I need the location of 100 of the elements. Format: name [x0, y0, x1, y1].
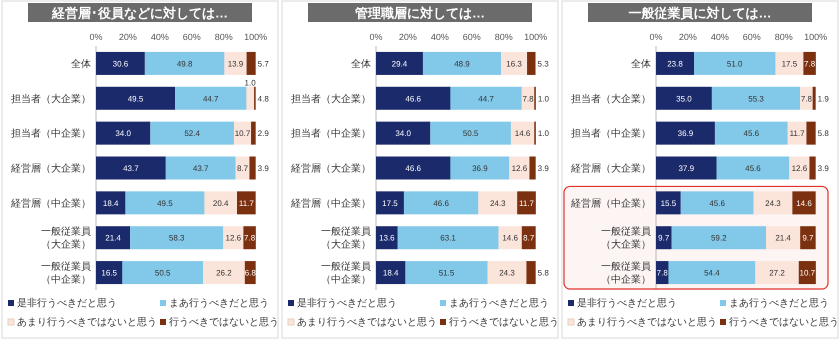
bar	[166, 156, 236, 180]
bar	[501, 52, 528, 75]
legend-label: 是非行うべきだと思う	[297, 297, 397, 309]
bar	[809, 156, 816, 180]
bar	[243, 226, 256, 250]
data-label: 18.4	[102, 198, 120, 208]
bar	[800, 226, 816, 250]
chart-title: 経営層･役員などに対しては…	[51, 6, 228, 20]
bar	[150, 122, 234, 145]
bar	[96, 191, 126, 214]
bar	[800, 86, 813, 110]
bar	[526, 261, 536, 284]
legend-label: 行うべきではないと思う	[449, 317, 559, 328]
data-label: 12.6	[792, 164, 808, 173]
bar	[509, 156, 530, 180]
data-label: 54.4	[704, 268, 720, 278]
data-label: 24.3	[499, 268, 516, 278]
bar	[671, 226, 766, 250]
bar	[376, 52, 423, 75]
data-label: 11.7	[790, 129, 806, 138]
legend-label: あまり行うべきではないと思う	[17, 317, 157, 328]
legend-label: あまり行うべきではないと思う	[577, 317, 717, 328]
bar	[430, 122, 511, 145]
bar	[754, 191, 792, 214]
data-label: 1.0	[538, 94, 550, 104]
legend-label: まあ行うべきだと思う	[169, 298, 269, 309]
bar	[668, 261, 756, 284]
data-label: 51.5	[438, 268, 455, 278]
y-tick-label: 一般従業員（中企業）	[601, 260, 651, 286]
bar	[96, 156, 166, 180]
bar	[656, 261, 668, 284]
bar	[716, 156, 790, 180]
x-tick-label: 0%	[369, 32, 383, 42]
bar	[788, 122, 806, 145]
y-tick-label: 経営層（大企業）	[290, 162, 371, 174]
x-tick-label: 20%	[678, 32, 697, 42]
data-label: 34.0	[115, 129, 132, 138]
data-label: 2.9	[258, 129, 270, 138]
bar	[204, 191, 237, 214]
data-label: 16.3	[506, 59, 522, 68]
data-label: 49.8	[176, 59, 193, 68]
y-tick-label: 担当者（大企業）	[11, 92, 91, 105]
bar	[656, 86, 712, 110]
y-tick-label: 経営層（中企業）	[290, 197, 371, 210]
bar	[246, 52, 256, 75]
data-label: 6.8	[244, 268, 256, 278]
bar	[450, 156, 510, 180]
data-label: 59.2	[710, 234, 728, 243]
legend-label: 行うべきではないと思う	[729, 317, 839, 328]
chart-title: 一般従業員に対しては…	[628, 6, 772, 20]
data-label: 8.7	[236, 164, 249, 173]
bar	[376, 226, 398, 250]
y-tick-label: 一般従業員（大企業）	[321, 226, 371, 251]
bar	[656, 226, 672, 250]
data-label: 52.4	[184, 129, 200, 138]
bar	[404, 191, 478, 214]
data-label: 9.7	[802, 234, 814, 243]
data-label: 21.4	[105, 234, 122, 243]
data-label: 17.5	[782, 59, 798, 68]
data-label: 1.0	[244, 78, 256, 88]
data-label: 45.6	[744, 129, 760, 138]
bar	[755, 261, 799, 284]
data-label: 13.9	[228, 59, 244, 68]
x-tick-label: 80%	[494, 32, 513, 42]
bar	[789, 156, 810, 180]
bar	[236, 156, 250, 180]
y-tick-label: 一般従業員（中企業）	[321, 260, 371, 286]
y-tick-label: 全体	[71, 58, 91, 70]
data-label: 24.3	[490, 198, 506, 208]
x-tick-label: 60%	[182, 32, 201, 42]
bar	[656, 122, 715, 145]
y-tick-label: 経営層（中企業）	[570, 197, 651, 210]
bar	[812, 86, 816, 110]
bar	[125, 191, 204, 214]
bar	[234, 122, 252, 145]
data-label: 5.8	[538, 268, 550, 278]
bar	[202, 261, 245, 284]
data-label: 20.4	[212, 198, 230, 208]
data-label: 7.8	[244, 234, 256, 243]
bar	[237, 191, 256, 214]
data-label: 44.7	[202, 94, 220, 104]
data-label: 45.6	[745, 164, 762, 173]
data-label: 23.8	[667, 59, 684, 68]
bar	[175, 86, 246, 110]
data-label: 49.5	[157, 198, 174, 208]
legend-label: 是非行うべきだと思う	[17, 297, 117, 309]
y-tick-label: 一般従業員（大企業）	[601, 226, 651, 251]
data-label: 35.0	[676, 94, 692, 104]
y-tick-label: 担当者（大企業）	[571, 92, 651, 105]
y-tick-label: 全体	[351, 58, 371, 70]
bar	[766, 226, 800, 250]
data-label: 1.9	[818, 94, 830, 104]
bar	[680, 191, 754, 214]
y-tick-label: 担当者（大企業）	[291, 92, 371, 105]
data-label: 50.5	[462, 129, 479, 138]
data-label: 43.7	[192, 164, 210, 173]
data-label: 50.5	[154, 268, 171, 278]
bar	[803, 52, 816, 75]
bar	[96, 122, 150, 145]
data-label: 46.6	[405, 164, 422, 173]
